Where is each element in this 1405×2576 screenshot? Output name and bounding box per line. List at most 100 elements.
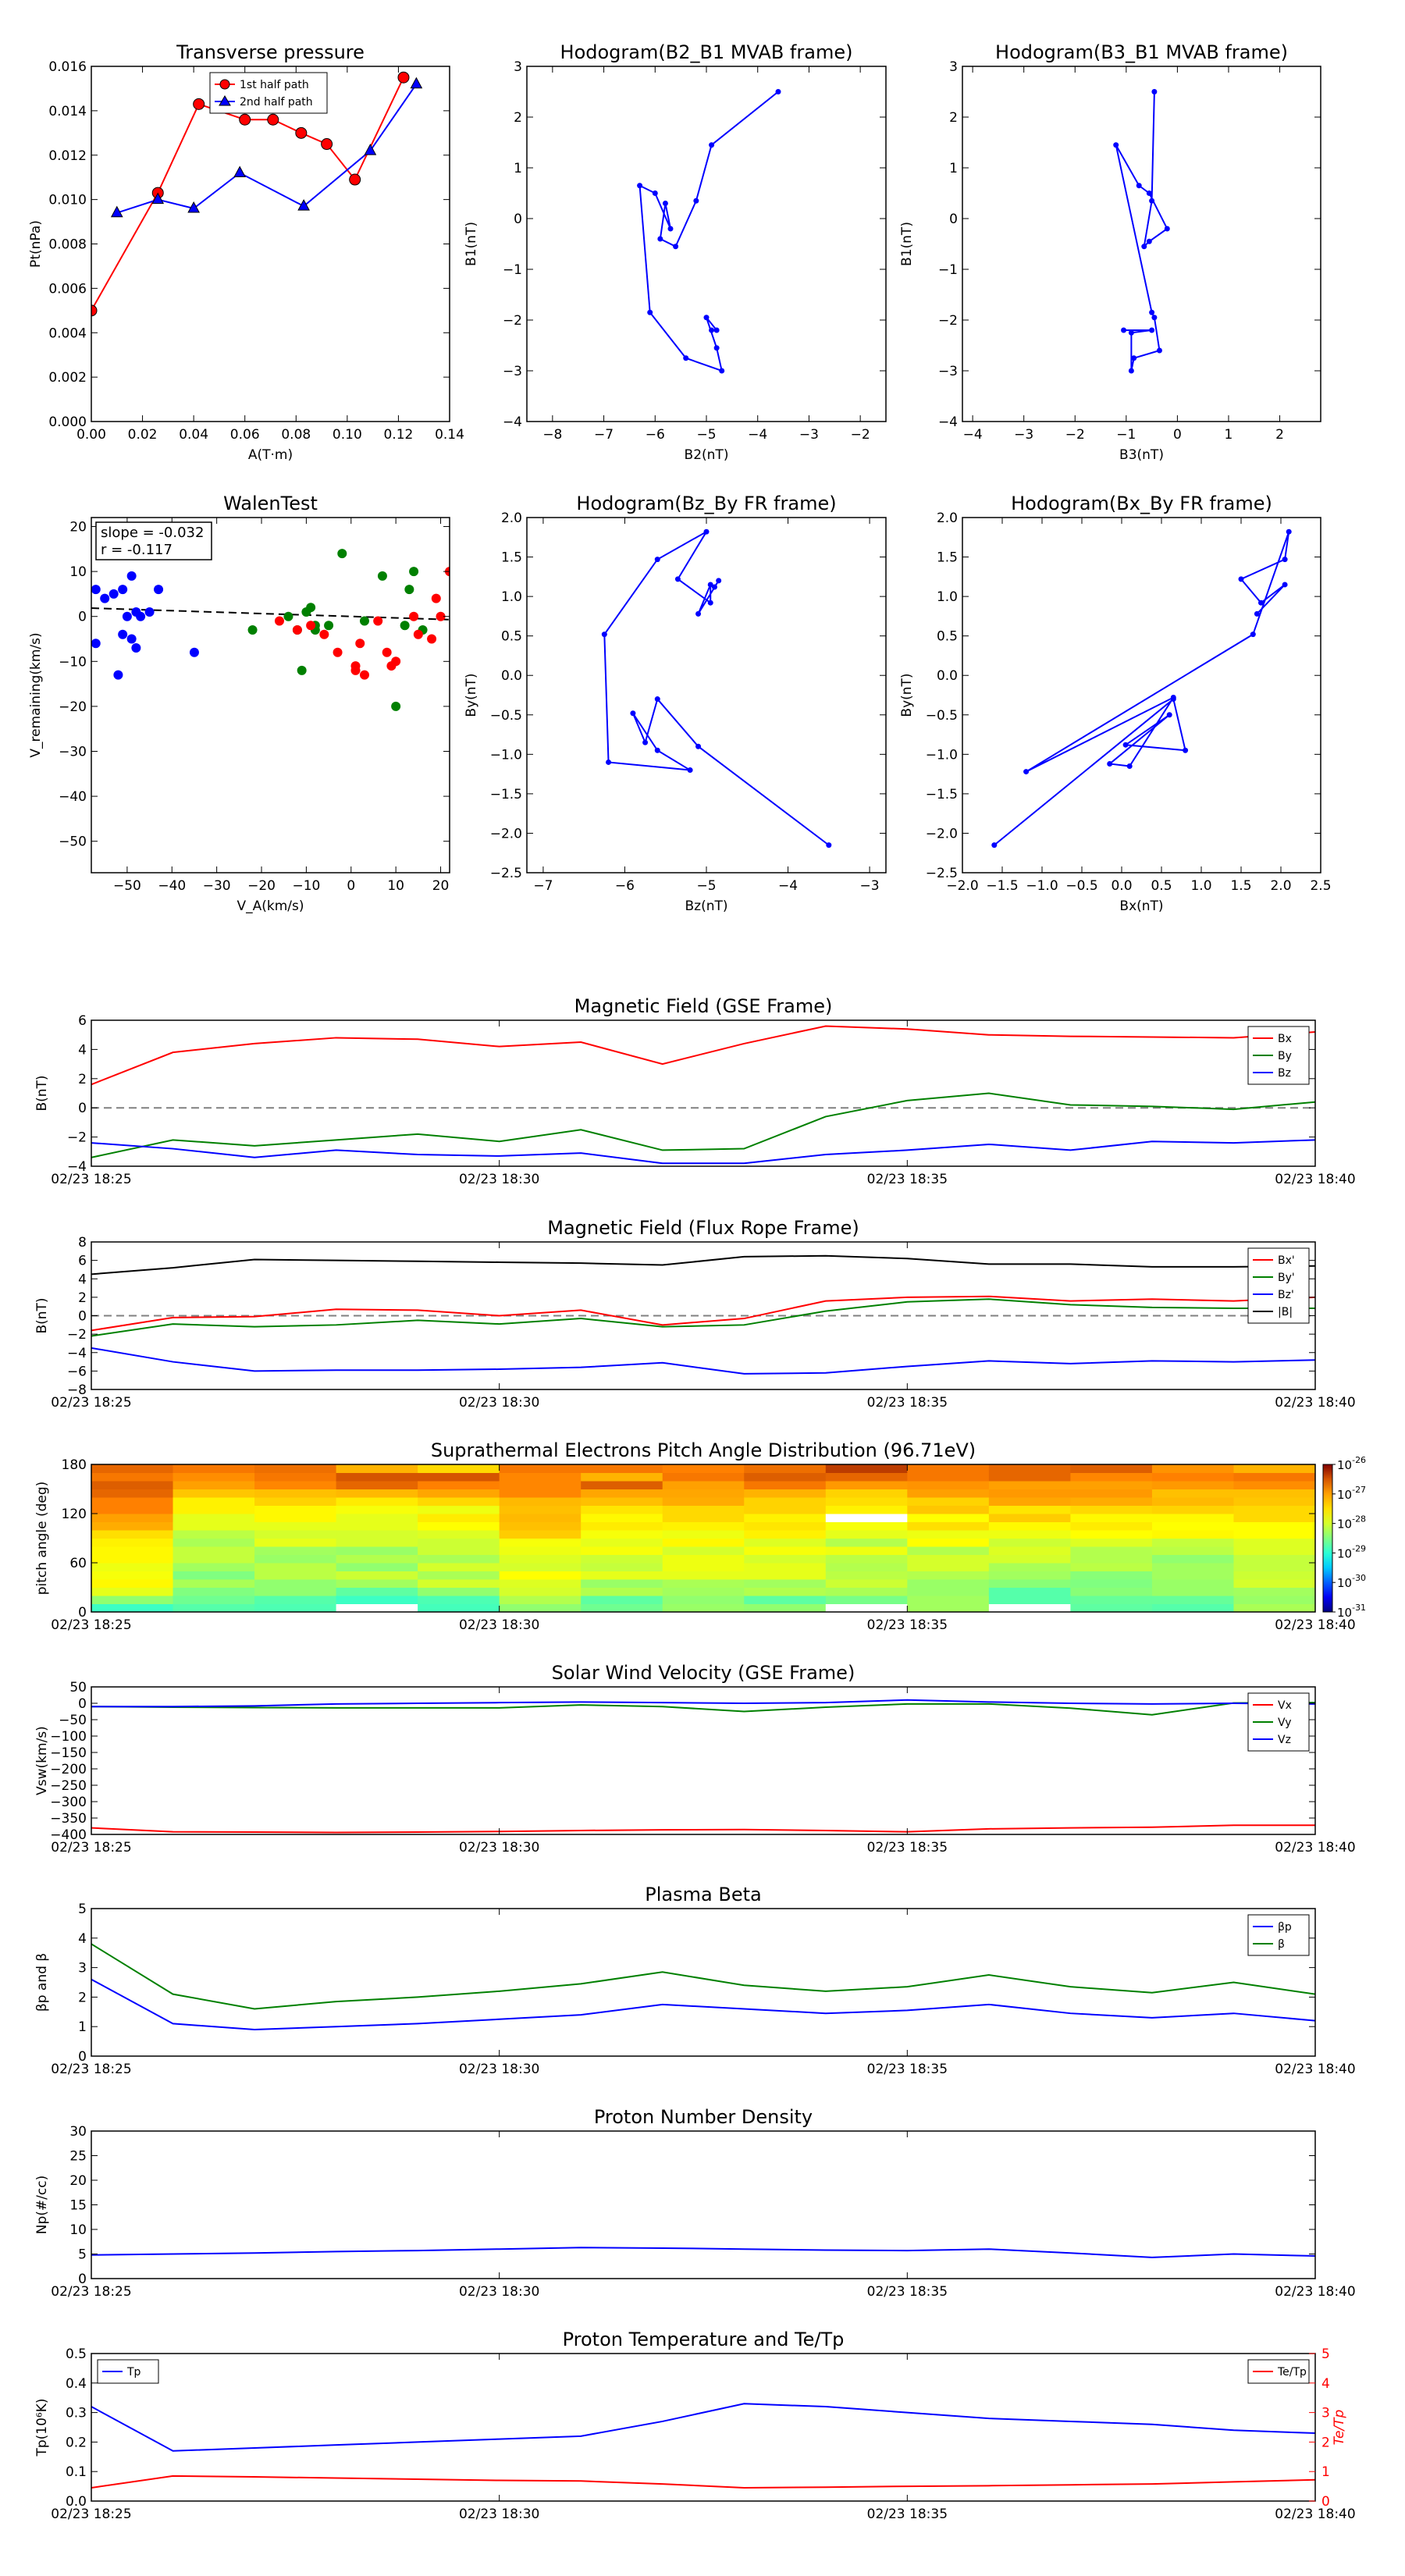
heatmap-cell [825, 1497, 908, 1506]
heatmap-cell [418, 1596, 500, 1604]
y-tick-label: −250 [50, 1778, 87, 1794]
data-point [775, 89, 781, 94]
y-tick-label: 2.0 [501, 511, 522, 526]
legend-label: 2nd half path [240, 96, 313, 109]
heatmap-cell [499, 1464, 582, 1473]
y-axis-label: B1(nT) [464, 222, 479, 266]
x-tick-label: 02/23 18:25 [51, 2284, 131, 2300]
heatmap-cell [825, 1571, 908, 1580]
heatmap-cell [1233, 1505, 1315, 1514]
heatmap-cell [499, 1596, 582, 1604]
colorbar-exponent: -30 [1352, 1573, 1366, 1583]
heatmap-cell [91, 1472, 174, 1482]
data-point [826, 842, 832, 849]
heatmap-cell [1151, 1521, 1234, 1531]
heatmap-cell [91, 1546, 174, 1555]
y-axis-label: Tp(10⁶K) [34, 2398, 50, 2457]
heatmap-cell [988, 1514, 1071, 1522]
heatmap-cell [825, 1546, 908, 1555]
x-tick-label: 02/23 18:35 [867, 2507, 948, 2522]
heatmap-cell [1233, 1538, 1315, 1547]
x-tick-label: 02/23 18:25 [51, 2507, 131, 2522]
x-tick-label: 02/23 18:40 [1275, 1840, 1355, 1856]
x-tick-label: 0.08 [281, 427, 311, 443]
data-point [118, 585, 128, 595]
series-line [91, 1943, 1315, 2010]
x-tick-label: 02/23 18:30 [459, 2507, 539, 2522]
data-point [324, 621, 334, 631]
data-point [709, 327, 715, 333]
heatmap-cell [1151, 1603, 1234, 1612]
heatmap-cell [581, 1497, 663, 1506]
y-tick-label: −2.5 [490, 866, 522, 881]
x-tick-label: −5 [696, 878, 716, 894]
heatmap-cell [499, 1505, 582, 1514]
annotation-text: r = -0.117 [101, 542, 173, 558]
chart-title: Plasma Beta [645, 1884, 761, 1905]
y-tick-label: −100 [50, 1729, 87, 1745]
legend-frame [209, 72, 328, 114]
y-tick-label: 0.4 [66, 2376, 87, 2392]
data-point [637, 183, 643, 189]
y-tick-label: 6 [78, 1254, 87, 1269]
heatmap-cell [1070, 1596, 1153, 1604]
chart-beta: Plasma Beta 02/23 18:25 02/23 18:30 02/23 1… [34, 1884, 1356, 2077]
y-axis-label: V_remaining(km/s) [28, 632, 44, 757]
data-point [716, 578, 722, 584]
data-point [292, 624, 302, 635]
heatmap-cell [662, 1603, 745, 1612]
chart-h3: Hodogram(Bz_By FR frame) −7 −6 −5 −4 −3 −2.5 −2… [464, 493, 887, 914]
y-right-axis-label: Te/Tp [1332, 2409, 1347, 2445]
chart-title: Hodogram(Bx_By FR frame) [1011, 493, 1272, 514]
y-tick-label: −1.0 [490, 747, 522, 763]
data-point [1113, 142, 1119, 148]
y-tick-label: 0.0 [501, 668, 522, 684]
heatmap-cell [744, 1563, 827, 1571]
data-point [355, 639, 365, 649]
series-line [91, 1702, 1315, 1716]
y-right-tick-label: 5 [1321, 2347, 1330, 2362]
chart-title: Hodogram(Bz_By FR frame) [576, 493, 836, 514]
heatmap-cell [173, 1530, 255, 1539]
y-right-tick-label: 4 [1321, 2376, 1330, 2392]
data-point [126, 634, 137, 644]
data-point [350, 661, 361, 671]
y-tick-label: 4 [78, 1042, 87, 1058]
axes-frame [526, 517, 887, 873]
x-tick-label: 02/23 18:25 [51, 1172, 131, 1187]
chart-fr: Magnetic Field (Flux Rope Frame) 02/23 18… [34, 1217, 1356, 1411]
heatmap-cell [581, 1521, 663, 1531]
heatmap-cell [418, 1587, 500, 1596]
heatmap-cell [581, 1489, 663, 1498]
y-tick-label: 0.016 [48, 59, 87, 75]
heatmap-cell [825, 1579, 908, 1588]
heatmap-cell [1233, 1464, 1315, 1473]
heatmap-cell [825, 1554, 908, 1564]
heatmap-cell [662, 1505, 745, 1514]
y-axis-label: By(nT) [899, 673, 915, 717]
data-point [274, 616, 284, 626]
data-point [295, 126, 308, 139]
plot-area [1113, 89, 1170, 374]
colorbar-tick-label: 10-28 [1337, 1514, 1366, 1532]
data-point [397, 71, 410, 84]
heatmap-cell [744, 1596, 827, 1604]
legend: Vx Vy Vz [1247, 1692, 1310, 1752]
data-point [386, 661, 397, 671]
heatmap-cell [336, 1554, 418, 1564]
heatmap-cell [173, 1554, 255, 1564]
x-tick-label: 0 [347, 878, 355, 894]
heatmap-cell [581, 1472, 663, 1482]
y-tick-label: −30 [59, 744, 87, 760]
x-tick-label: 02/23 18:40 [1275, 1395, 1355, 1411]
y-axis-label: Np(#/cc) [34, 2176, 50, 2234]
heatmap-cell [581, 1554, 663, 1564]
y-tick-label: −6 [67, 1364, 87, 1379]
y-tick-label: 0.0 [66, 2494, 87, 2510]
data-point [91, 639, 101, 649]
heatmap-cell [581, 1596, 663, 1604]
heatmap-cell [744, 1505, 827, 1514]
heatmap-cell [581, 1514, 663, 1522]
heatmap-cell [499, 1538, 582, 1547]
y-axis-label: B(nT) [34, 1297, 50, 1333]
